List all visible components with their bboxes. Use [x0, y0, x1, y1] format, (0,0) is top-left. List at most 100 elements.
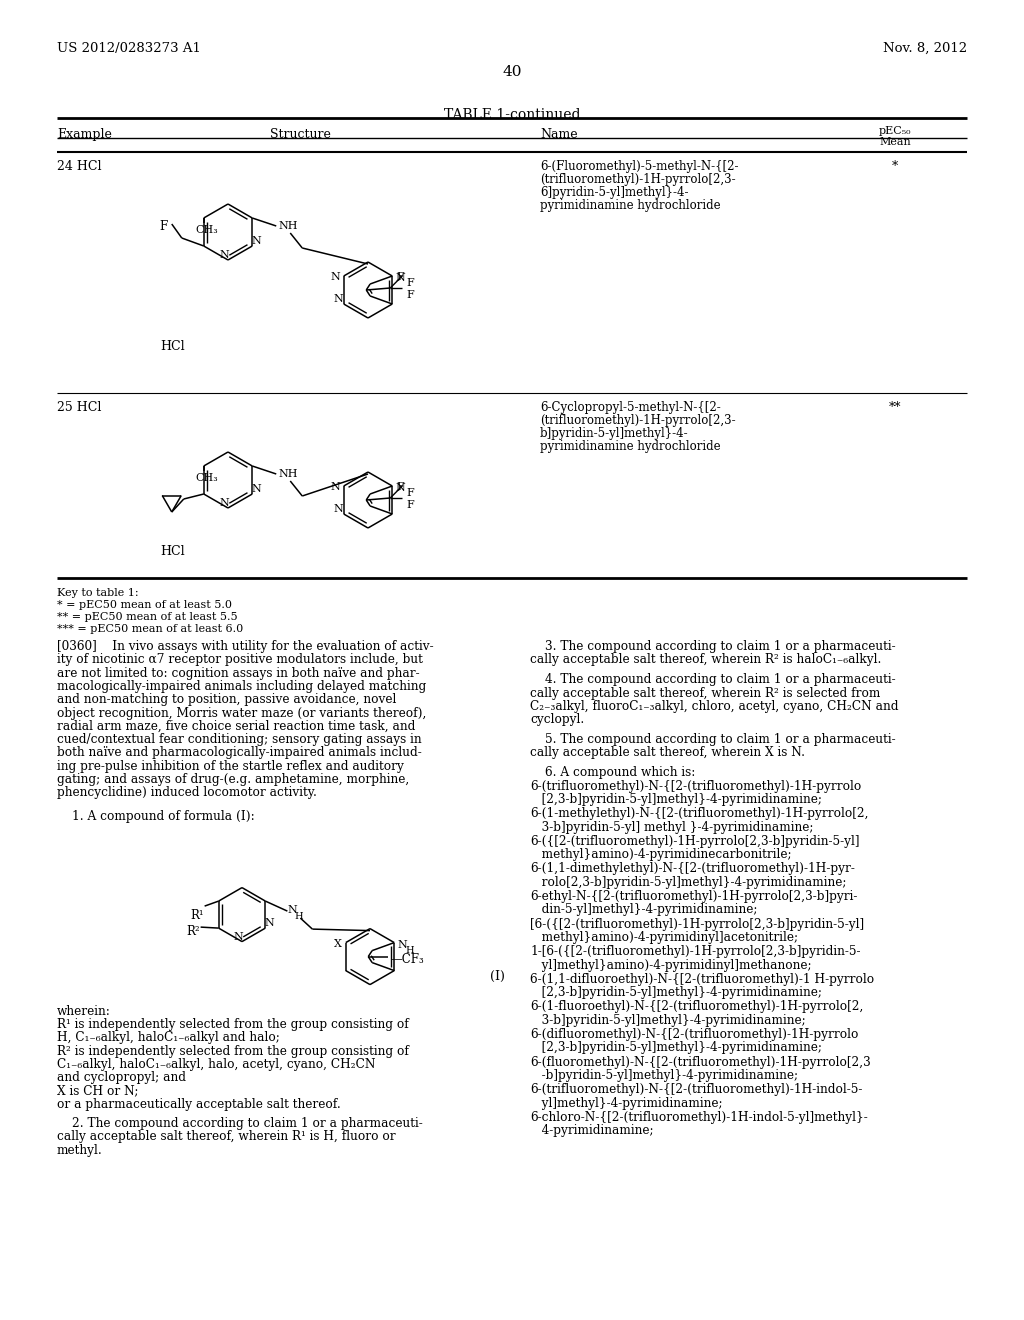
- Text: and cyclopropyl; and: and cyclopropyl; and: [57, 1071, 186, 1084]
- Text: [6-({[2-(trifluoromethyl)-1H-pyrrolo[2,3-b]pyridin-5-yl]: [6-({[2-(trifluoromethyl)-1H-pyrrolo[2,3…: [530, 917, 864, 931]
- Text: methyl}amino)-4-pyrimidinyl]acetonitrile;: methyl}amino)-4-pyrimidinyl]acetonitrile…: [530, 931, 798, 944]
- Text: ity of nicotinic α7 receptor positive modulators include, but: ity of nicotinic α7 receptor positive mo…: [57, 653, 423, 667]
- Text: Example: Example: [57, 128, 112, 141]
- Text: wherein:: wherein:: [57, 1005, 111, 1018]
- Text: 6-(trifluoromethyl)-N-{[2-(trifluoromethyl)-1H-indol-5-: 6-(trifluoromethyl)-N-{[2-(trifluorometh…: [530, 1084, 862, 1096]
- Text: N: N: [251, 484, 261, 494]
- Text: 6-(1,1-difluoroethyl)-N-{[2-(trifluoromethyl)-1 H-pyrrolo: 6-(1,1-difluoroethyl)-N-{[2-(trifluorome…: [530, 973, 874, 986]
- Text: Name: Name: [540, 128, 578, 141]
- Text: rolo[2,3-b]pyridin-5-yl]methyl}-4-pyrimidinamine;: rolo[2,3-b]pyridin-5-yl]methyl}-4-pyrimi…: [530, 875, 847, 888]
- Text: H: H: [406, 946, 414, 956]
- Text: NH: NH: [279, 220, 298, 231]
- Text: 6-({[2-(trifluoromethyl)-1H-pyrrolo[2,3-b]pyridin-5-yl]: 6-({[2-(trifluoromethyl)-1H-pyrrolo[2,3-…: [530, 834, 859, 847]
- Text: [2,3-b]pyridin-5-yl]methyl}-4-pyrimidinamine;: [2,3-b]pyridin-5-yl]methyl}-4-pyrimidina…: [530, 793, 822, 807]
- Text: 3-b]pyridin-5-yl] methyl }-4-pyrimidinamine;: 3-b]pyridin-5-yl] methyl }-4-pyrimidinam…: [530, 821, 813, 833]
- Text: yl]methyl}-4-pyrimidinamine;: yl]methyl}-4-pyrimidinamine;: [530, 1097, 723, 1110]
- Text: 6-(Fluoromethyl)-5-methyl-N-{[2-: 6-(Fluoromethyl)-5-methyl-N-{[2-: [540, 160, 738, 173]
- Text: F: F: [396, 482, 404, 492]
- Text: or a pharmaceutically acceptable salt thereof.: or a pharmaceutically acceptable salt th…: [57, 1098, 341, 1110]
- Text: [2,3-b]pyridin-5-yl]methyl}-4-pyrimidinamine;: [2,3-b]pyridin-5-yl]methyl}-4-pyrimidina…: [530, 1041, 822, 1055]
- Text: yl]methyl}amino)-4-pyrimidinyl]methanone;: yl]methyl}amino)-4-pyrimidinyl]methanone…: [530, 958, 812, 972]
- Text: N: N: [334, 294, 344, 304]
- Text: 6-(1-methylethyl)-N-{[2-(trifluoromethyl)-1H-pyrrolo[2,: 6-(1-methylethyl)-N-{[2-(trifluoromethyl…: [530, 808, 868, 820]
- Text: cally acceptable salt thereof, wherein X is N.: cally acceptable salt thereof, wherein X…: [530, 746, 805, 759]
- Text: [0360]    In vivo assays with utility for the evaluation of activ-: [0360] In vivo assays with utility for t…: [57, 640, 433, 653]
- Text: * = pEC50 mean of at least 5.0: * = pEC50 mean of at least 5.0: [57, 601, 232, 610]
- Text: 6-(1,1-dimethylethyl)-N-{[2-(trifluoromethyl)-1H-pyr-: 6-(1,1-dimethylethyl)-N-{[2-(trifluorome…: [530, 862, 855, 875]
- Text: N: N: [331, 482, 341, 492]
- Text: (I): (I): [490, 970, 505, 982]
- Text: 3. The compound according to claim 1 or a pharmaceuti-: 3. The compound according to claim 1 or …: [545, 640, 896, 653]
- Text: object recognition, Morris water maze (or variants thereof),: object recognition, Morris water maze (o…: [57, 706, 426, 719]
- Text: CH₃: CH₃: [196, 224, 218, 235]
- Text: methyl.: methyl.: [57, 1143, 102, 1156]
- Text: Structure: Structure: [269, 128, 331, 141]
- Text: F: F: [396, 272, 404, 282]
- Text: pyrimidinamine hydrochloride: pyrimidinamine hydrochloride: [540, 199, 721, 213]
- Text: CH₃: CH₃: [196, 473, 218, 483]
- Text: and non-matching to position, passive avoidance, novel: and non-matching to position, passive av…: [57, 693, 396, 706]
- Text: 40: 40: [502, 65, 522, 79]
- Text: N: N: [331, 272, 341, 282]
- Text: H, C₁₋₆alkyl, haloC₁₋₆alkyl and halo;: H, C₁₋₆alkyl, haloC₁₋₆alkyl and halo;: [57, 1031, 280, 1044]
- Text: 6-chloro-N-{[2-(trifluoromethyl)-1H-indol-5-yl]methyl}-: 6-chloro-N-{[2-(trifluoromethyl)-1H-indo…: [530, 1111, 867, 1123]
- Text: *: *: [892, 160, 898, 173]
- Text: are not limited to: cognition assays in both naïve and phar-: are not limited to: cognition assays in …: [57, 667, 420, 680]
- Text: TABLE 1-continued: TABLE 1-continued: [443, 108, 581, 121]
- Text: N: N: [395, 273, 406, 282]
- Text: 2. The compound according to claim 1 or a pharmaceuti-: 2. The compound according to claim 1 or …: [72, 1117, 423, 1130]
- Text: F: F: [407, 290, 414, 300]
- Text: 4. The compound according to claim 1 or a pharmaceuti-: 4. The compound according to claim 1 or …: [545, 673, 896, 686]
- Text: 24 HCl: 24 HCl: [57, 160, 101, 173]
- Text: N: N: [395, 483, 406, 492]
- Text: R¹: R¹: [190, 909, 204, 923]
- Text: HCl: HCl: [160, 545, 184, 558]
- Text: 1-[6-({[2-(trifluoromethyl)-1H-pyrrolo[2,3-b]pyridin-5-: 1-[6-({[2-(trifluoromethyl)-1H-pyrrolo[2…: [530, 945, 860, 958]
- Text: -b]pyridin-5-yl]methyl}-4-pyrimidinamine;: -b]pyridin-5-yl]methyl}-4-pyrimidinamine…: [530, 1069, 798, 1082]
- Text: 1. A compound of formula (I):: 1. A compound of formula (I):: [72, 809, 255, 822]
- Text: 4-pyrimidinamine;: 4-pyrimidinamine;: [530, 1125, 653, 1137]
- Text: Key to table 1:: Key to table 1:: [57, 587, 138, 598]
- Text: N: N: [334, 504, 344, 513]
- Text: (trifluoromethyl)-1H-pyrrolo[2,3-: (trifluoromethyl)-1H-pyrrolo[2,3-: [540, 414, 735, 426]
- Text: [2,3-b]pyridin-5-yl]methyl}-4-pyrimidinamine;: [2,3-b]pyridin-5-yl]methyl}-4-pyrimidina…: [530, 986, 822, 999]
- Text: —CF₃: —CF₃: [390, 953, 424, 966]
- Text: cally acceptable salt thereof, wherein R² is selected from: cally acceptable salt thereof, wherein R…: [530, 686, 881, 700]
- Text: R²: R²: [186, 925, 201, 939]
- Text: H: H: [294, 912, 303, 921]
- Text: cyclopyl.: cyclopyl.: [530, 713, 585, 726]
- Text: gating; and assays of drug-(e.g. amphetamine, morphine,: gating; and assays of drug-(e.g. ampheta…: [57, 774, 410, 785]
- Text: F: F: [407, 500, 414, 510]
- Text: **: **: [889, 401, 901, 414]
- Text: 6. A compound which is:: 6. A compound which is:: [545, 767, 695, 779]
- Text: N: N: [233, 932, 243, 941]
- Text: F: F: [407, 488, 414, 498]
- Text: C₁₋₆alkyl, haloC₁₋₆alkyl, halo, acetyl, cyano, CH₂CN: C₁₋₆alkyl, haloC₁₋₆alkyl, halo, acetyl, …: [57, 1057, 376, 1071]
- Text: F: F: [407, 279, 414, 288]
- Text: 6-(1-fluoroethyl)-N-{[2-(trifluoromethyl)-1H-pyrrolo[2,: 6-(1-fluoroethyl)-N-{[2-(trifluoromethyl…: [530, 1001, 863, 1014]
- Text: N: N: [219, 498, 229, 508]
- Text: HCl: HCl: [160, 341, 184, 352]
- Text: pyrimidinamine hydrochloride: pyrimidinamine hydrochloride: [540, 440, 721, 453]
- Text: N: N: [397, 940, 407, 949]
- Text: cued/contextual fear conditioning; sensory gating assays in: cued/contextual fear conditioning; senso…: [57, 733, 422, 746]
- Text: N: N: [288, 906, 297, 915]
- Text: radial arm maze, five choice serial reaction time task, and: radial arm maze, five choice serial reac…: [57, 719, 416, 733]
- Text: X: X: [334, 939, 342, 949]
- Text: din-5-yl]methyl}-4-pyrimidinamine;: din-5-yl]methyl}-4-pyrimidinamine;: [530, 903, 758, 916]
- Text: 25 HCl: 25 HCl: [57, 401, 101, 414]
- Text: 6-(difluoromethyl)-N-{[2-(trifluoromethyl)-1H-pyrrolo: 6-(difluoromethyl)-N-{[2-(trifluoromethy…: [530, 1028, 858, 1041]
- Text: pEC₅₀: pEC₅₀: [879, 125, 911, 136]
- Text: Nov. 8, 2012: Nov. 8, 2012: [883, 42, 967, 55]
- Text: C₂₋₃alkyl, fluoroC₁₋₃alkyl, chloro, acetyl, cyano, CH₂CN and: C₂₋₃alkyl, fluoroC₁₋₃alkyl, chloro, acet…: [530, 700, 898, 713]
- Text: 6-Cyclopropyl-5-methyl-N-{[2-: 6-Cyclopropyl-5-methyl-N-{[2-: [540, 401, 721, 414]
- Text: cally acceptable salt thereof, wherein R¹ is H, fluoro or: cally acceptable salt thereof, wherein R…: [57, 1130, 395, 1143]
- Text: cally acceptable salt thereof, wherein R² is haloC₁₋₆alkyl.: cally acceptable salt thereof, wherein R…: [530, 653, 882, 667]
- Text: methyl}amino)-4-pyrimidinecarbonitrile;: methyl}amino)-4-pyrimidinecarbonitrile;: [530, 849, 792, 861]
- Text: N: N: [219, 249, 229, 260]
- Text: 6-(trifluoromethyl)-N-{[2-(trifluoromethyl)-1H-pyrrolo: 6-(trifluoromethyl)-N-{[2-(trifluorometh…: [530, 780, 861, 792]
- Text: US 2012/0283273 A1: US 2012/0283273 A1: [57, 42, 201, 55]
- Text: X is CH or N;: X is CH or N;: [57, 1085, 138, 1097]
- Text: 3-b]pyridin-5-yl]methyl}-4-pyrimidinamine;: 3-b]pyridin-5-yl]methyl}-4-pyrimidinamin…: [530, 1014, 806, 1027]
- Text: b]pyridin-5-yl]methyl}-4-: b]pyridin-5-yl]methyl}-4-: [540, 426, 688, 440]
